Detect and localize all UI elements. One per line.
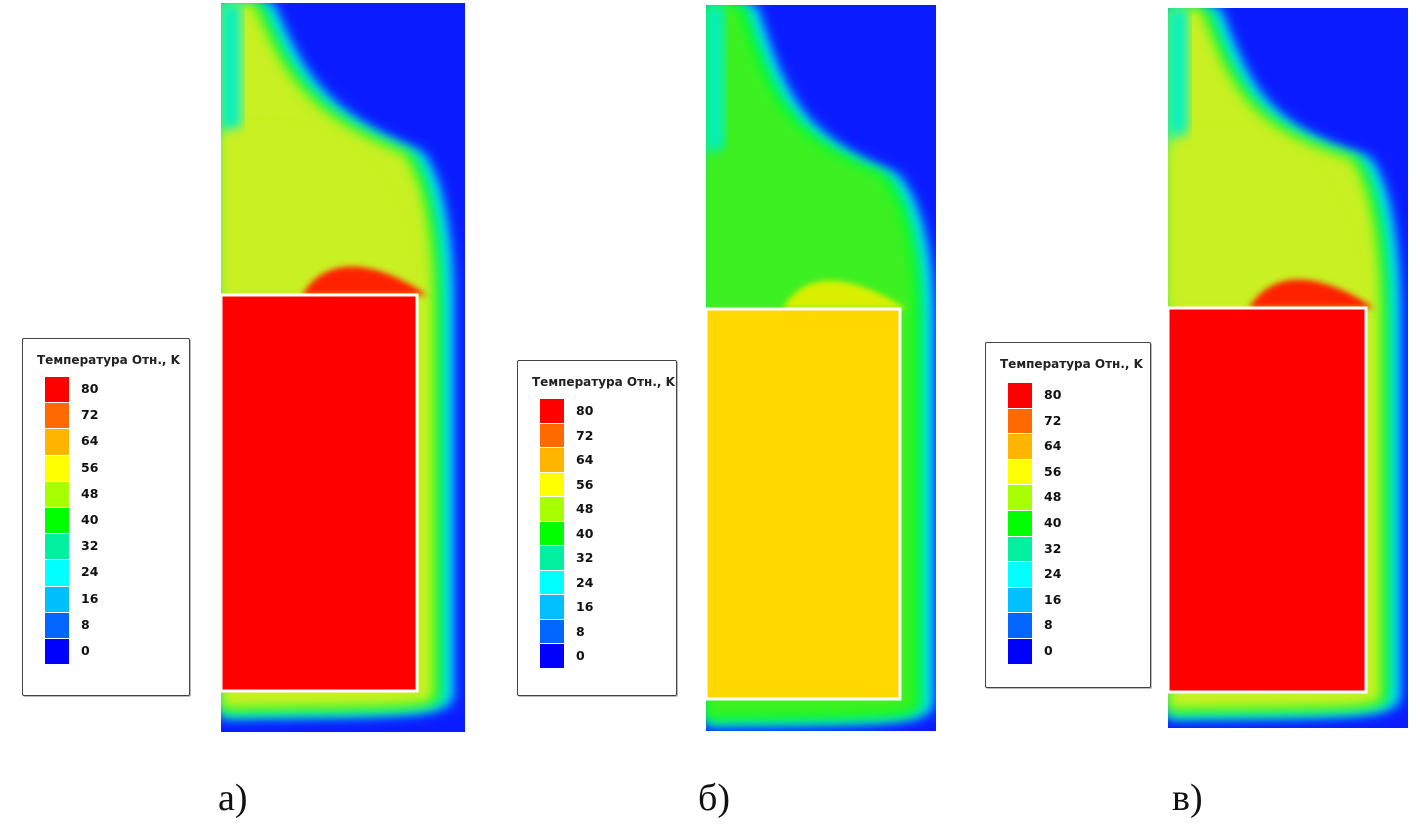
legend-swatch xyxy=(45,560,69,586)
legend-swatch xyxy=(45,455,69,481)
legend-value: 8 xyxy=(576,623,585,639)
legend-value: 24 xyxy=(576,574,594,590)
legend-value: 80 xyxy=(576,403,594,418)
upper-plume xyxy=(706,5,724,155)
contour-plot-b xyxy=(706,5,933,726)
upper-plume xyxy=(1168,8,1188,148)
legend-value: 48 xyxy=(1044,489,1062,505)
legend-swatch xyxy=(1008,434,1032,459)
legend-value: 72 xyxy=(81,407,99,423)
hot-edge xyxy=(302,266,427,295)
legend-swatch xyxy=(1008,587,1032,613)
legend-title: Температура Отн., K xyxy=(1000,357,1143,371)
legend-swatch xyxy=(540,423,564,447)
legend-swatch xyxy=(540,546,564,570)
legend-value: 24 xyxy=(81,564,99,580)
legend-value: 48 xyxy=(81,485,99,501)
legend-value: 64 xyxy=(576,452,594,467)
legend-value: 0 xyxy=(1044,643,1053,658)
legend-swatch xyxy=(45,403,69,429)
warm-pool xyxy=(1168,132,1358,308)
legend-swatch xyxy=(540,521,564,545)
legend-value: 56 xyxy=(576,476,594,492)
temperature-field-b xyxy=(706,5,936,731)
legend-swatch xyxy=(1008,383,1032,408)
legend-swatch xyxy=(45,508,69,534)
legend-b: Температура Отн., K 80 72 64 56 48 40 32 24 16 8 0 xyxy=(517,360,677,696)
legend-value: 80 xyxy=(1044,387,1062,402)
legend-value: 40 xyxy=(576,525,594,541)
legend-title: Температура Отн., K xyxy=(532,375,675,389)
legend-value: 32 xyxy=(576,550,594,565)
legend-swatch xyxy=(45,612,69,638)
legend-value: 32 xyxy=(81,538,99,554)
legend-swatch xyxy=(540,399,564,423)
legend-swatch xyxy=(1008,613,1032,638)
legend-title: Температура Отн., K xyxy=(37,353,180,367)
upper-plume xyxy=(221,3,241,133)
legend-swatch xyxy=(1008,408,1032,434)
legend-swatch xyxy=(45,429,69,455)
legend-swatch xyxy=(540,448,564,472)
legend-swatch xyxy=(1008,459,1032,485)
legend-value: 72 xyxy=(1044,412,1062,428)
legend-c: Температура Отн., K 80 72 64 56 48 40 32 24 16 8 0 xyxy=(985,342,1151,688)
legend-value: 72 xyxy=(576,427,594,443)
legend-value: 56 xyxy=(81,459,99,475)
legend-swatch xyxy=(1008,639,1032,664)
heated-block xyxy=(1168,306,1368,694)
legend-value: 64 xyxy=(1044,438,1062,454)
legend-swatch xyxy=(45,377,69,403)
legend-value: 56 xyxy=(1044,463,1062,479)
legend-swatch xyxy=(1008,562,1032,587)
warm-pool xyxy=(706,149,886,309)
legend-swatch xyxy=(1008,536,1032,562)
hot-edge xyxy=(1249,279,1374,308)
temperature-field-c xyxy=(1168,8,1408,728)
legend-swatch xyxy=(1008,485,1032,510)
legend-value: 48 xyxy=(576,501,594,516)
hot-edge xyxy=(782,280,907,309)
contour-plot-a xyxy=(221,3,453,718)
legend-value: 40 xyxy=(81,512,99,527)
legend-a: Температура Отн., K 80 72 64 56 48 40 32 24 16 8 0 xyxy=(22,338,190,696)
caption-a: а) xyxy=(218,777,248,819)
legend-swatch xyxy=(540,570,564,594)
legend-swatch xyxy=(540,595,564,619)
contour-plot-c xyxy=(1168,8,1400,719)
legend-swatch xyxy=(540,644,564,668)
legend-value: 80 xyxy=(81,381,99,396)
temperature-field-a xyxy=(221,3,465,732)
legend-swatch xyxy=(540,497,564,521)
legend-swatch xyxy=(540,619,564,643)
legend-value: 64 xyxy=(81,433,99,449)
legend-value: 16 xyxy=(1044,591,1062,607)
legend-value: 8 xyxy=(81,616,90,632)
caption-c: в) xyxy=(1172,777,1203,819)
warm-pool xyxy=(221,127,411,296)
legend-swatch xyxy=(45,586,69,612)
heated-block xyxy=(221,293,419,693)
legend-value: 40 xyxy=(1044,515,1062,530)
legend-value: 24 xyxy=(1044,566,1062,582)
legend-value: 16 xyxy=(576,599,594,614)
legend-swatch xyxy=(1008,511,1032,536)
legend-value: 16 xyxy=(81,590,99,606)
legend-swatch xyxy=(45,534,69,560)
caption-b: б) xyxy=(698,777,730,819)
legend-swatch xyxy=(45,639,69,665)
heated-block xyxy=(706,307,902,701)
legend-swatch xyxy=(540,472,564,496)
legend-value: 32 xyxy=(1044,540,1062,556)
legend-value: 0 xyxy=(576,648,585,663)
legend-swatch xyxy=(45,481,69,507)
legend-value: 0 xyxy=(81,643,90,658)
legend-value: 8 xyxy=(1044,617,1053,633)
